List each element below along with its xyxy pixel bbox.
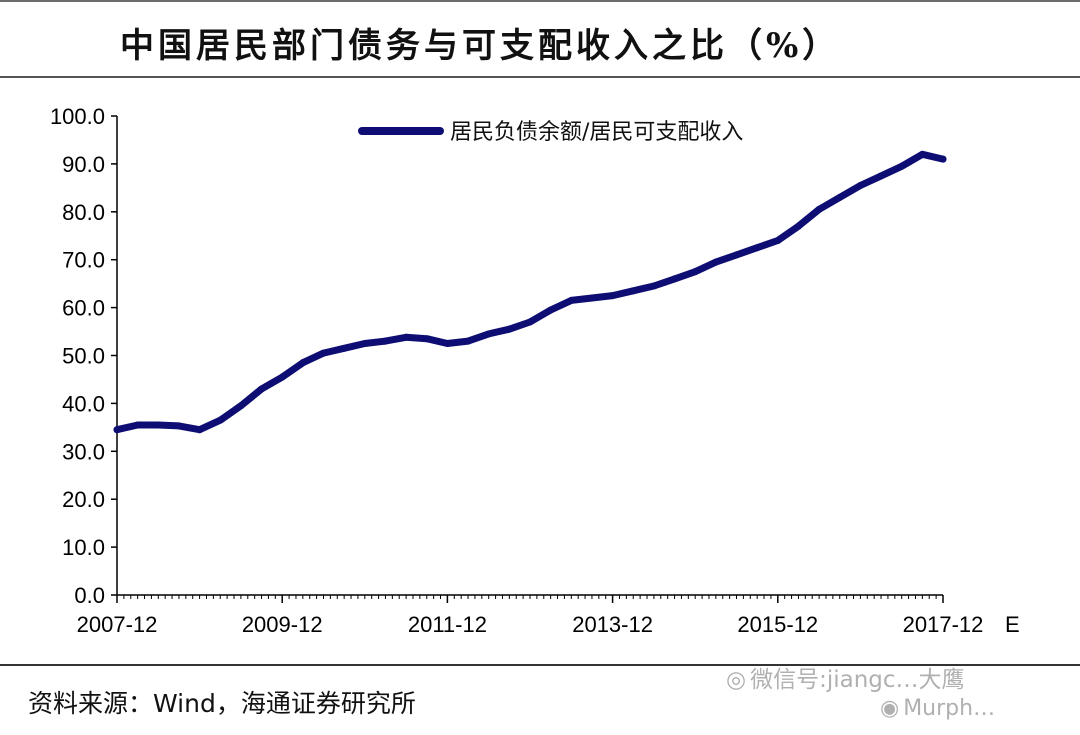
source-note: 资料来源：Wind，海通证券研究所 — [28, 689, 416, 718]
page-title: 中国居民部门债务与可支配收入之比（%） — [120, 26, 841, 66]
chart-axes — [116, 116, 943, 596]
data-point — [691, 268, 699, 276]
x-tick-label: 2007-12 — [77, 612, 158, 637]
x-tick-label: 2017-12 — [903, 612, 984, 637]
data-point — [175, 422, 183, 430]
y-axis-ticks: 0.0 10.0 20.0 30.0 40.0 50.0 60.0 70.0 80.0 90.0 1… — [50, 104, 117, 608]
data-point — [856, 181, 864, 189]
y-tick-label: 100.0 — [50, 104, 105, 129]
legend-label: 居民负债余额/居民可支配收入 — [450, 120, 743, 145]
data-point — [113, 426, 121, 434]
data-point — [258, 385, 266, 393]
watermark-wechat-text: 微信号:jiangc… — [750, 667, 919, 693]
legend: 居民负债余额/居民可支配收入 — [358, 120, 743, 145]
data-point — [526, 318, 534, 326]
data-point — [505, 325, 513, 333]
x-tick-label: 2011-12 — [408, 612, 487, 637]
data-point — [733, 251, 740, 259]
series-line — [113, 150, 947, 434]
data-point — [939, 155, 947, 163]
data-point — [196, 426, 204, 434]
data-point — [464, 337, 472, 345]
data-point — [547, 306, 555, 314]
weibo-icon: ◉ — [880, 696, 900, 721]
data-point — [774, 237, 782, 245]
data-point — [836, 193, 844, 201]
data-point — [671, 275, 679, 283]
data-point — [567, 296, 575, 304]
data-point — [629, 287, 637, 295]
data-point — [898, 162, 906, 170]
y-tick-label: 80.0 — [62, 200, 105, 225]
y-tick-label: 30.0 — [62, 439, 105, 464]
series-layer — [113, 150, 947, 434]
y-tick-label: 90.0 — [62, 152, 105, 177]
watermark-wechat: ◎ 微信号:jiangc…大鹰 — [726, 660, 965, 694]
data-point — [134, 421, 142, 429]
y-tick-label: 0.0 — [74, 583, 105, 608]
data-point — [154, 421, 162, 429]
data-point — [609, 292, 617, 300]
line-chart: 0.0 10.0 20.0 30.0 40.0 50.0 60.0 70.0 80.0 90.0 1… — [50, 104, 1020, 637]
data-point — [485, 330, 493, 338]
x-tick-label: 2009-12 — [242, 612, 323, 637]
x-axis-suffix: E — [1005, 612, 1020, 637]
data-point — [381, 337, 389, 345]
y-tick-label: 40.0 — [62, 391, 105, 416]
data-point — [237, 402, 245, 410]
wechat-icon: ◎ — [726, 667, 747, 693]
watermark-extra-text: 大鹰 — [918, 667, 965, 693]
watermark-weibo-text: Murph… — [903, 696, 996, 721]
y-tick-label: 20.0 — [62, 487, 105, 512]
top-rule — [0, 0, 1080, 2]
y-tick-label: 50.0 — [62, 344, 105, 369]
data-point — [712, 258, 720, 266]
data-point — [216, 416, 224, 424]
data-point — [320, 349, 327, 357]
data-point — [794, 222, 802, 230]
data-point — [423, 335, 431, 343]
data-point — [815, 205, 823, 213]
x-axis-ticks: 2007-12 2009-12 2011-12 2013-12 2015-12 2017-… — [77, 595, 1020, 637]
data-point — [299, 359, 307, 367]
data-point — [650, 282, 658, 290]
data-point — [877, 172, 885, 180]
data-point — [443, 340, 451, 348]
x-tick-label: 2013-12 — [572, 612, 653, 637]
bottom-rule — [0, 664, 1080, 666]
title-rule — [0, 76, 1080, 78]
data-point — [588, 294, 596, 302]
y-tick-label: 60.0 — [62, 296, 105, 321]
data-point — [753, 244, 761, 252]
data-point — [918, 150, 926, 158]
y-tick-label: 70.0 — [62, 248, 105, 273]
data-point — [361, 340, 369, 348]
data-point — [402, 333, 410, 341]
watermark-weibo: ◉ Murph… — [880, 696, 995, 721]
data-point — [340, 344, 348, 352]
x-tick-label: 2015-12 — [737, 612, 818, 637]
y-tick-label: 10.0 — [62, 535, 105, 560]
data-point — [278, 373, 286, 381]
